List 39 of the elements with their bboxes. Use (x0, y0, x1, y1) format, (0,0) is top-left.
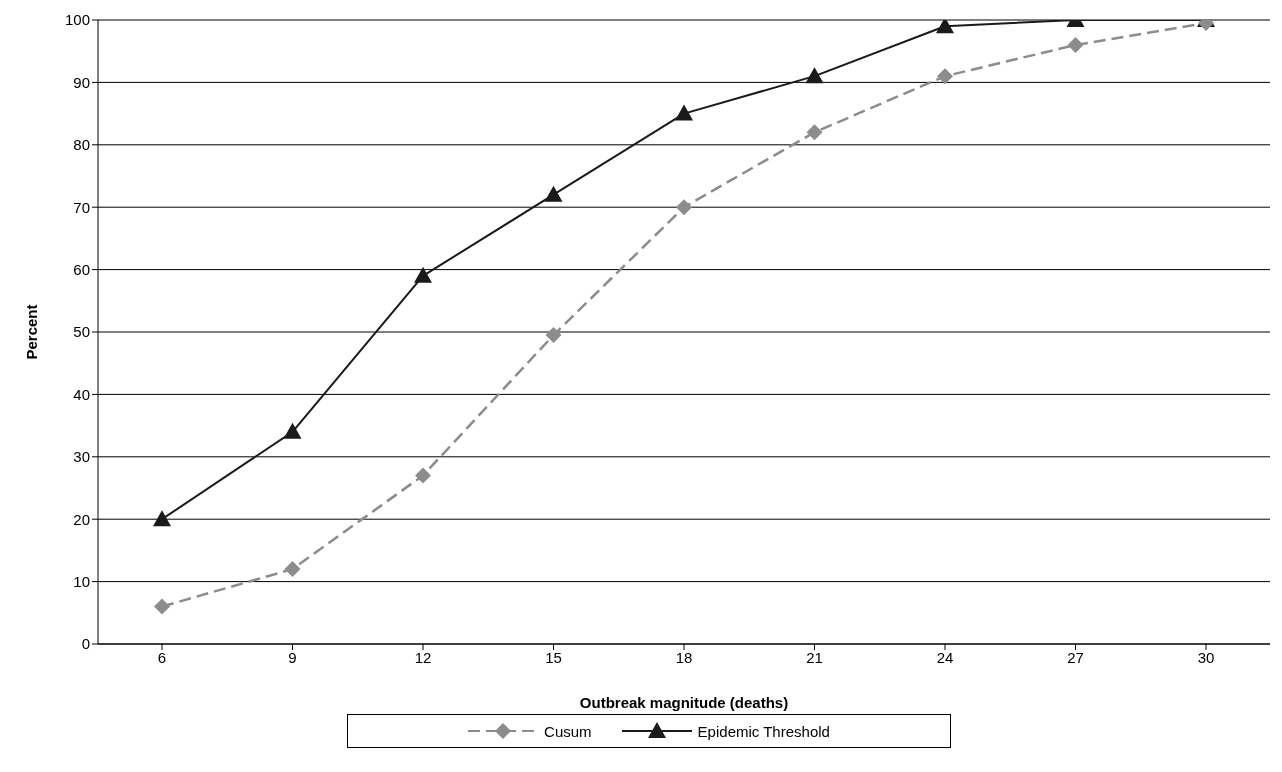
point (805, 67, 824, 84)
y-tick-label: 90 (73, 73, 90, 91)
y-tick-label: 30 (73, 448, 90, 466)
y-axis-title: Percent (23, 304, 41, 360)
legend-label: Cusum (543, 721, 592, 741)
y-tick-label: 20 (73, 510, 90, 528)
point (154, 598, 170, 615)
point (806, 124, 823, 141)
point (283, 422, 302, 439)
x-axis-title: Outbreak magnitude (deaths) (579, 694, 789, 711)
point (153, 510, 171, 527)
y-tick-label: 60 (73, 260, 90, 278)
x-tick-label: 24 (936, 648, 954, 666)
x-tick-label: 15 (545, 648, 562, 666)
x-tick-label: 18 (675, 648, 693, 666)
point (675, 104, 693, 121)
y-tick-label: 80 (73, 136, 90, 154)
legend-label: Epidemic Threshold (696, 721, 830, 741)
point (415, 467, 431, 484)
point (544, 185, 563, 202)
point (936, 20, 954, 34)
point (545, 327, 562, 344)
point (414, 266, 432, 283)
x-tick-label: 27 (1067, 648, 1084, 666)
y-tick-label: 40 (73, 385, 90, 403)
x-tick-label: 9 (288, 648, 297, 666)
y-tick-label: 70 (73, 198, 90, 216)
x-tick-label: 30 (1197, 648, 1215, 666)
point (284, 561, 301, 578)
x-tick-label: 21 (806, 648, 823, 666)
x-tick-label: 6 (157, 648, 167, 666)
y-tick-label: 100 (64, 11, 90, 29)
x-tick-label: 12 (414, 648, 432, 666)
y-tick-label: 10 (73, 572, 90, 590)
point (937, 68, 953, 85)
point (1067, 36, 1084, 53)
y-tick-label: 50 (73, 323, 90, 341)
point (676, 199, 692, 216)
y-tick-label: 0 (81, 635, 90, 653)
